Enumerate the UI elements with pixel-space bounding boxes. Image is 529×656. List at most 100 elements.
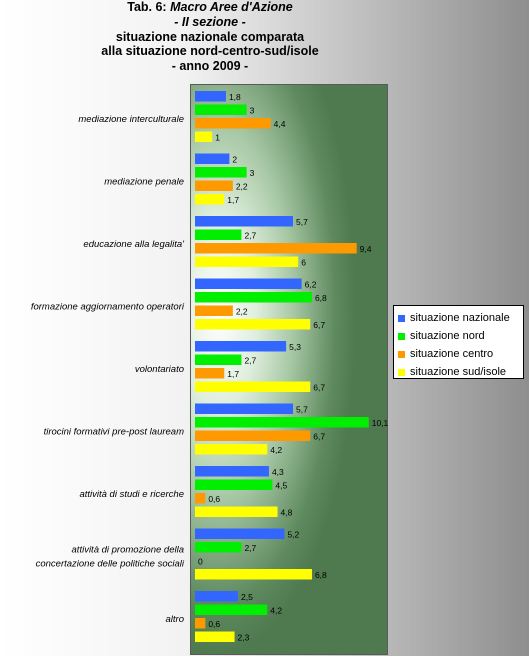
category-label: mediazione penale: [104, 177, 184, 188]
bar: [195, 569, 312, 580]
bar: [195, 229, 242, 240]
category-label: educazione alla legalita': [83, 239, 185, 250]
bar: [195, 403, 294, 414]
bar: [195, 368, 225, 379]
value-label: 5,7: [296, 217, 308, 227]
bar: [195, 528, 285, 539]
category-label: tirocini formativi pre-post lauream: [44, 427, 185, 438]
chart-title: Tab. 6: Macro Aree d'Azione - II sezione…: [0, 0, 420, 74]
category-label: attività di promozione della: [72, 545, 184, 556]
plot-area: [190, 84, 388, 655]
bar: [195, 430, 311, 441]
bar: [195, 216, 294, 227]
bar: [195, 381, 311, 392]
value-label: 4,4: [274, 119, 286, 129]
value-label: 0,6: [208, 619, 220, 629]
legend-swatch: [398, 350, 405, 358]
bar: [195, 319, 311, 330]
bar: [195, 305, 233, 316]
title-italic: Macro Aree d'Azione: [170, 0, 293, 14]
bar: [195, 118, 271, 129]
bar: [195, 180, 233, 191]
value-label: 6,2: [305, 280, 317, 290]
bar: [195, 131, 213, 142]
value-label: 0: [198, 557, 203, 567]
bar: [195, 618, 206, 629]
bar: [195, 194, 225, 205]
bar: [195, 479, 273, 490]
legend-swatch: [398, 314, 405, 322]
bar: [195, 506, 278, 517]
value-label: 4,5: [275, 481, 287, 491]
value-label: 6,7: [313, 320, 325, 330]
value-label: 5,2: [287, 530, 299, 540]
legend-label: situazione nazionale: [410, 312, 510, 324]
legend-label: situazione centro: [410, 348, 494, 360]
title-line-2: - II sezione -: [174, 14, 246, 29]
category-label: formazione aggiornamento operatori: [31, 302, 185, 313]
bar: [195, 104, 247, 115]
category-label: attività di studi e ricerche: [79, 489, 184, 500]
bar: [195, 466, 269, 477]
value-label: 2,7: [244, 231, 256, 241]
value-label: 1,7: [227, 369, 239, 379]
legend-label: situazione nord: [410, 330, 485, 342]
legend-item: situazione nord: [398, 327, 523, 345]
legend-item: situazione centro: [398, 345, 523, 363]
bar: [195, 153, 230, 164]
value-label: 2: [232, 155, 237, 165]
value-label: 2,2: [236, 307, 248, 317]
value-label: 2,7: [244, 543, 256, 553]
bar: [195, 292, 312, 303]
bar: [195, 243, 357, 254]
title-line-4: alla situazione nord-centro-sud/isole: [101, 44, 319, 59]
value-label: 2,5: [241, 592, 253, 602]
bar: [195, 417, 369, 428]
legend-swatch: [398, 368, 405, 376]
value-label: 2,3: [238, 633, 250, 643]
bar: [195, 631, 235, 642]
value-label: 6: [301, 258, 306, 268]
value-label: 0,6: [208, 494, 220, 504]
bar: [195, 444, 268, 455]
bar: [195, 542, 242, 553]
value-label: 1,7: [227, 195, 239, 205]
bar: [195, 167, 247, 178]
value-label: 5,7: [296, 405, 308, 415]
value-label: 6,7: [313, 432, 325, 442]
bar: [195, 493, 206, 504]
legend-item: situazione sud/isole: [398, 363, 523, 381]
value-label: 1: [215, 133, 220, 143]
value-label: 5,3: [289, 342, 301, 352]
bar: [195, 354, 242, 365]
value-label: 4,2: [270, 445, 282, 455]
bar: [195, 591, 238, 602]
value-label: 4,2: [270, 606, 282, 616]
value-label: 2,7: [244, 356, 256, 366]
legend-swatch: [398, 332, 405, 340]
legend: situazione nazionale situazione nord situa…: [393, 305, 524, 379]
value-label: 3: [250, 106, 255, 116]
value-label: 6,8: [315, 570, 327, 580]
bar: [195, 256, 299, 267]
title-line-3: situazione nazionale comparata: [115, 29, 305, 44]
value-label: 4,3: [272, 467, 284, 477]
value-label: 6,7: [313, 383, 325, 393]
title-prefix: Tab. 6:: [127, 0, 171, 14]
bar: [195, 91, 226, 102]
category-label: mediazione interculturale: [78, 114, 184, 125]
value-label: 6,8: [315, 293, 327, 303]
category-label: concertazione delle politiche sociali: [36, 559, 185, 570]
value-label: 1,8: [229, 92, 241, 102]
value-label: 10,1: [372, 418, 389, 428]
value-label: 2,2: [236, 182, 248, 192]
value-label: 4,8: [281, 508, 293, 518]
category-label: volontariato: [135, 364, 184, 375]
title-line-5: - anno 2009 -: [171, 59, 249, 74]
bar: [195, 278, 302, 289]
value-label: 9,4: [360, 244, 372, 254]
legend-label: situazione sud/isole: [410, 366, 507, 378]
bar: [195, 341, 287, 352]
value-label: 3: [250, 168, 255, 178]
